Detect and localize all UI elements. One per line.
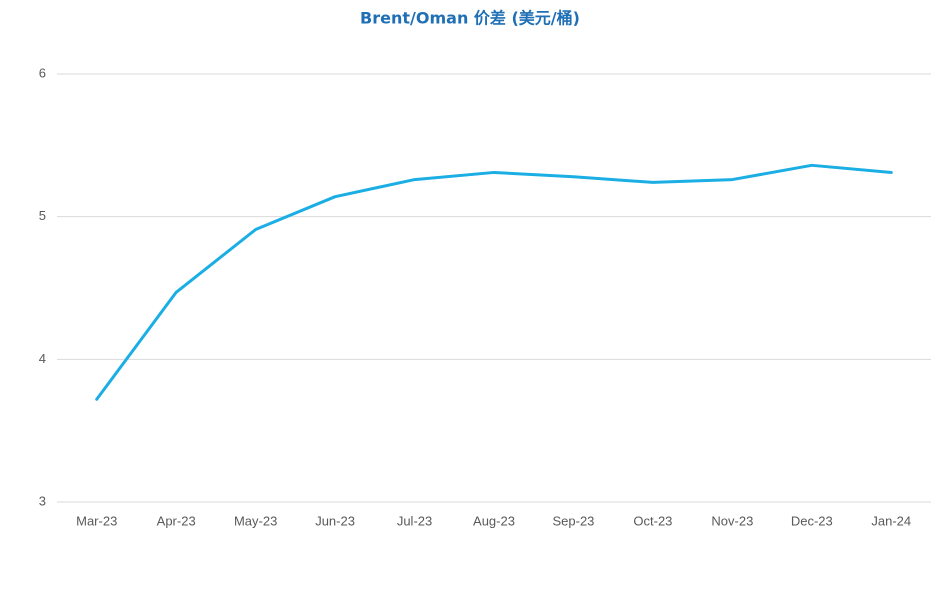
y-tick-label: 4 <box>39 351 46 366</box>
x-tick-label: Mar-23 <box>76 513 117 528</box>
chart-title: Brent/Oman 价差 (美元/桶) <box>360 9 580 28</box>
data-line <box>95 163 893 401</box>
y-tick-label: 3 <box>39 493 46 508</box>
x-tick-label: Sep-23 <box>552 513 594 528</box>
y-tick-label: 5 <box>39 208 46 223</box>
x-tick-label: Jun-23 <box>315 513 355 528</box>
x-tick-label: Oct-23 <box>633 513 672 528</box>
x-tick-label: Apr-23 <box>157 513 196 528</box>
x-tick-label: Nov-23 <box>711 513 753 528</box>
x-tick-label: Aug-23 <box>473 513 515 528</box>
x-tick-label: May-23 <box>234 513 277 528</box>
x-tick-label: Jan-24 <box>871 513 911 528</box>
x-tick-label: Dec-23 <box>791 513 833 528</box>
y-tick-label: 6 <box>39 65 46 80</box>
x-tick-label: Jul-23 <box>397 513 432 528</box>
